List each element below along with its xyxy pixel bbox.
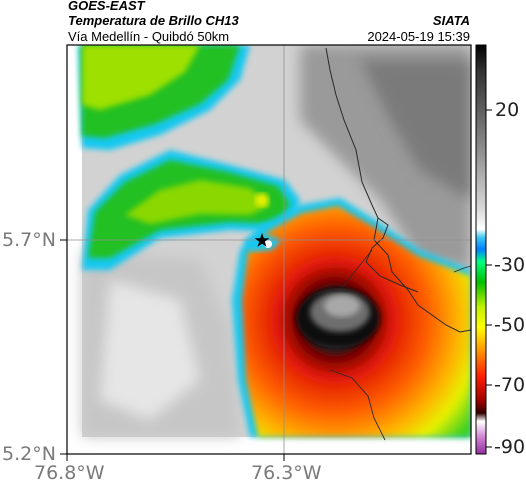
satellite-label: GOES-EAST bbox=[68, 0, 145, 13]
product-title: Temperatura de Brillo CH13 bbox=[68, 13, 239, 28]
datetime-label: 2024-05-19 15:39 bbox=[367, 29, 470, 44]
y-tick-label: 5.7°N bbox=[2, 229, 56, 251]
y-tick-label: 5.2°N bbox=[2, 443, 56, 465]
location-star-marker bbox=[254, 233, 270, 247]
colorbar-label: -30 bbox=[494, 254, 526, 276]
source-label: SIATA bbox=[432, 13, 470, 28]
colorbar-label: -90 bbox=[494, 436, 526, 458]
colorbar-label: 20 bbox=[495, 99, 520, 121]
colorbar bbox=[475, 44, 492, 455]
route-label: Vía Medellín - Quibdó 50km bbox=[68, 29, 230, 44]
x-tick-label: 76.8°W bbox=[34, 462, 105, 484]
colorbar-label: -50 bbox=[494, 314, 526, 336]
colorbar-label: -70 bbox=[494, 374, 526, 396]
x-tick-label: 76.3°W bbox=[251, 462, 322, 484]
